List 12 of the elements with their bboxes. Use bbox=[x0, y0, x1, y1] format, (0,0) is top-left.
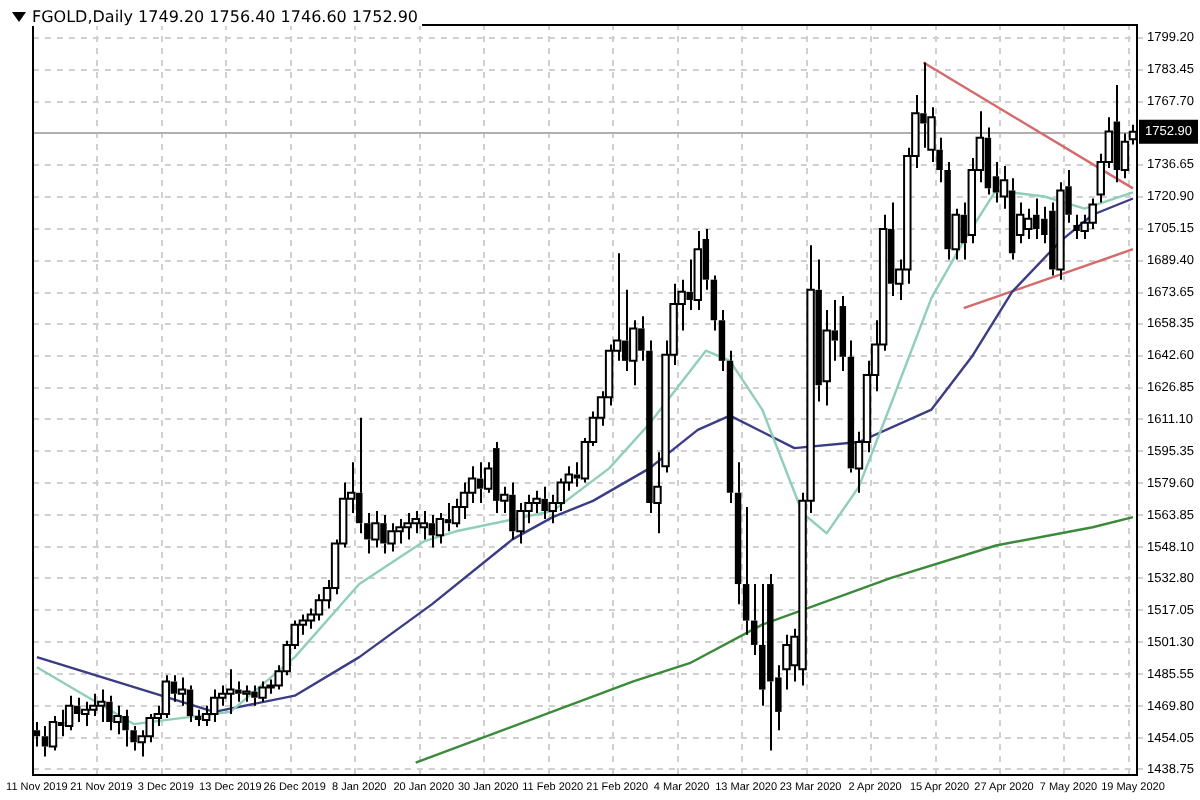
candlestick bbox=[186, 684, 194, 724]
candlestick bbox=[839, 294, 847, 372]
candlestick bbox=[767, 572, 774, 752]
chart-title: FGOLD,Daily 1749.20 1756.40 1746.60 1752.90 bbox=[32, 8, 418, 26]
candlestick bbox=[476, 461, 484, 504]
candlestick bbox=[444, 501, 452, 533]
candlestick bbox=[847, 339, 855, 474]
candlestick bbox=[428, 514, 436, 549]
candlestick bbox=[73, 696, 81, 724]
candlestick bbox=[41, 725, 49, 758]
candlestick bbox=[1113, 83, 1121, 184]
candlestick bbox=[759, 583, 766, 707]
